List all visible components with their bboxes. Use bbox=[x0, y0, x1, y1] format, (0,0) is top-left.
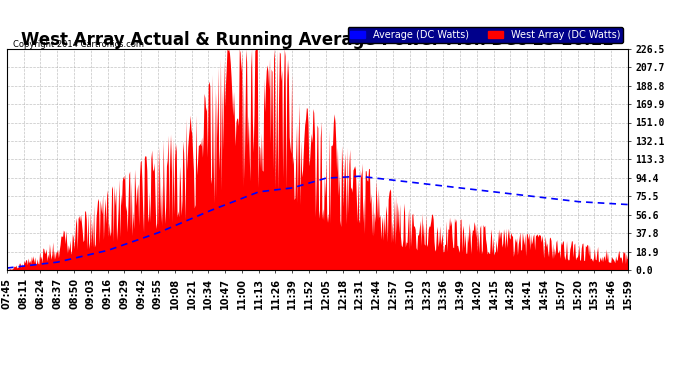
Legend: Average (DC Watts), West Array (DC Watts): Average (DC Watts), West Array (DC Watts… bbox=[348, 27, 623, 43]
Text: Copyright 2014 Cartronics.com: Copyright 2014 Cartronics.com bbox=[13, 40, 144, 49]
Title: West Array Actual & Running Average Power Mon Dec 15 16:11: West Array Actual & Running Average Powe… bbox=[21, 31, 613, 49]
